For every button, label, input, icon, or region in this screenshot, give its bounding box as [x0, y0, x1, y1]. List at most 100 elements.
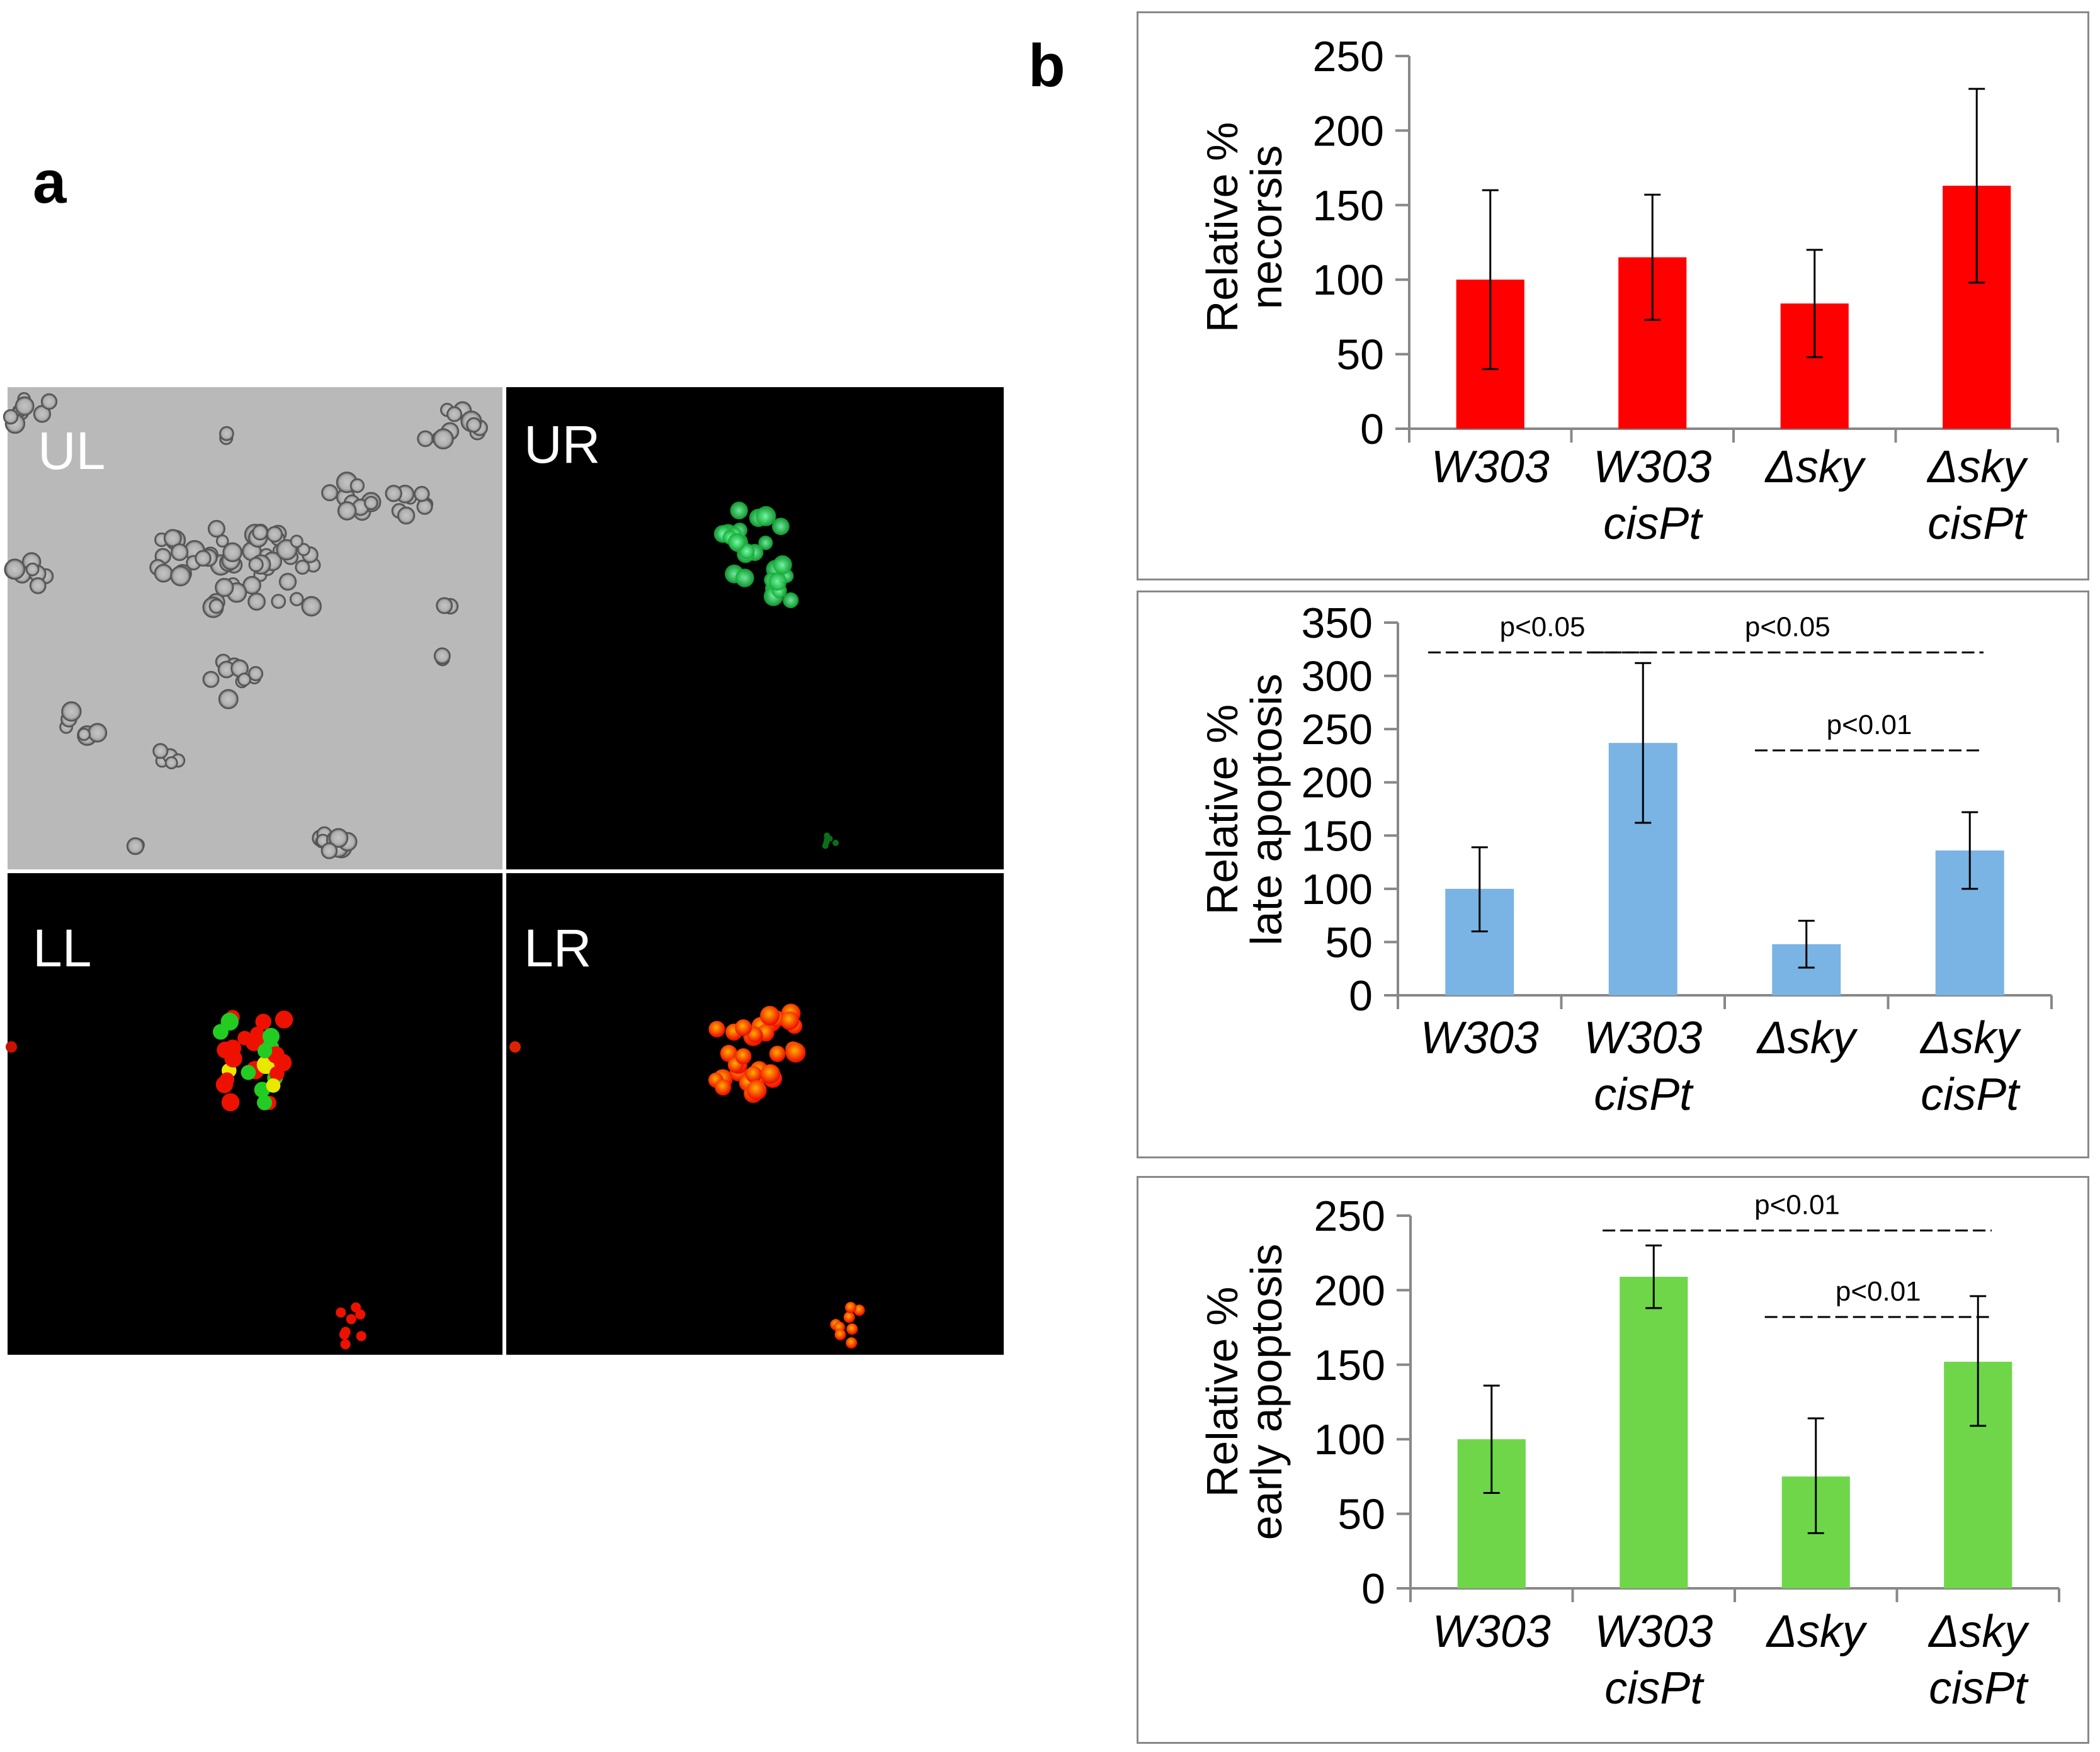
green-cell	[730, 501, 748, 520]
yeast-cell	[171, 543, 189, 562]
yeast-cell	[195, 550, 212, 567]
merged-cell	[274, 1054, 292, 1072]
x-category-label: Δsky	[1926, 442, 2028, 492]
yeast-cell	[349, 478, 365, 494]
yeast-cell	[29, 577, 47, 594]
green-cell	[735, 568, 754, 587]
panel-b-letter: b	[1028, 32, 1065, 99]
yeast-cell	[152, 743, 169, 759]
yeast-cell	[25, 562, 40, 577]
merged-cell	[255, 1014, 271, 1030]
y-tick-label: 100	[1314, 1416, 1385, 1464]
x-category-label: W303	[1433, 1607, 1551, 1657]
yeast-cell	[208, 599, 224, 614]
yeast-cell	[219, 426, 234, 441]
x-category-label: W303	[1594, 1607, 1713, 1657]
green-cell	[783, 592, 799, 609]
yeast-cell	[295, 560, 310, 575]
merged-cell	[340, 1339, 351, 1350]
merged-cell	[241, 1065, 256, 1080]
red-cell	[760, 1005, 780, 1026]
x-category-label: W303	[1421, 1013, 1539, 1063]
y-tick-label: 100	[1313, 256, 1384, 304]
panel-a-letter: a	[33, 149, 67, 216]
merged-cell	[221, 1093, 240, 1112]
quadrant-label-lr: LR	[524, 918, 591, 978]
merged-cell	[224, 1049, 242, 1068]
x-category-label: Δsky	[1764, 442, 1866, 492]
y-tick-label: 350	[1302, 599, 1373, 647]
significance-label: p<0.05	[1745, 611, 1830, 642]
early-apoptosis-chart: Relative % early apoptosis 0 50 100 150 200 2…	[1137, 1176, 2089, 1744]
green-cell	[758, 535, 773, 550]
x-category-label: cisPt	[1594, 1070, 1694, 1120]
yeast-cell	[321, 484, 339, 502]
quadrant-ll: LL	[6, 873, 502, 1355]
yeast-cell	[215, 578, 234, 597]
yeast-cell	[252, 524, 268, 541]
yeast-cell	[222, 542, 242, 563]
yeast-cell	[164, 756, 178, 769]
yeast-cell	[414, 485, 430, 502]
x-category-label: Δsky	[1919, 1013, 2021, 1063]
brightfield-cells	[3, 392, 488, 859]
red-cell	[735, 1019, 752, 1036]
x-category-label: Δsky	[1927, 1607, 2029, 1657]
yeast-cell	[466, 417, 482, 433]
y-tick-label: 300	[1302, 653, 1373, 701]
yeast-cell	[248, 666, 264, 682]
grid-divider-horizontal	[8, 869, 1004, 873]
red-cell	[780, 1011, 799, 1031]
x-category-label: W303	[1431, 442, 1550, 492]
red-cell	[853, 1304, 865, 1316]
merged-cell	[256, 1095, 273, 1111]
red-cell	[843, 1311, 855, 1323]
late-apoptosis-chart: Relative % late apoptosis 0 50 100 150 200 25…	[1137, 591, 2089, 1158]
x-category-label: cisPt	[1604, 1663, 1705, 1714]
quadrant-label-ul: UL	[38, 421, 105, 480]
necrosis-plot: 0 50 100 150 200 250 W303 W303 cisPt Δsky Δsky cisP…	[1313, 33, 2059, 549]
microscopy-grid: UL UR LL LR	[3, 387, 1004, 1355]
red-cell	[846, 1337, 858, 1349]
merged-cell	[275, 1010, 293, 1029]
merged-fluorescent-cells	[6, 1010, 366, 1350]
yeast-cell	[4, 558, 26, 580]
merged-cell	[6, 1041, 17, 1053]
y-tick-label: 0	[1361, 1565, 1385, 1613]
green-cell	[728, 533, 746, 551]
y-tick-label: 50	[1337, 1491, 1385, 1539]
yeast-cell	[126, 837, 145, 856]
significance-label: p<0.05	[1500, 611, 1586, 642]
y-tick-label: 50	[1336, 331, 1384, 379]
yeast-cell	[88, 723, 108, 743]
early-apoptosis-plot: 0 50 100 150 200 250 W303 W303 cisPt Δsky Δsky cisP…	[1314, 1190, 2060, 1714]
necrosis-chart: Relative % necorsis 0 50 100 150 200 250 W303 W…	[1137, 11, 2089, 580]
yeast-cell	[77, 728, 91, 741]
red-fluorescent-cells	[509, 1003, 865, 1349]
green-cell	[772, 517, 790, 536]
yeast-cell	[207, 519, 225, 538]
x-category-label: W303	[1584, 1013, 1702, 1063]
significance-label: p<0.01	[1827, 709, 1912, 740]
yeast-cell	[61, 701, 82, 722]
y-tick-label: 150	[1302, 812, 1373, 860]
quadrant-label-ur: UR	[524, 415, 600, 474]
green-cell	[824, 836, 831, 843]
yeast-cell	[278, 572, 297, 591]
yeast-cell	[433, 428, 454, 449]
x-category-label: Δsky	[1756, 1013, 1858, 1063]
merged-cell	[336, 1307, 346, 1318]
yeast-cell	[297, 543, 310, 557]
yeast-cell	[247, 592, 266, 611]
x-category-label: cisPt	[1927, 499, 2028, 549]
x-category-label: cisPt	[1921, 1070, 2021, 1120]
green-cell	[756, 506, 776, 526]
yeast-cell	[397, 506, 416, 525]
y-tick-label: 150	[1313, 182, 1384, 230]
merged-cell	[237, 1031, 253, 1046]
y-tick-label: 250	[1313, 33, 1384, 81]
red-cell	[845, 1301, 857, 1313]
merged-cell	[346, 1314, 356, 1325]
quadrant-ur: UR	[506, 387, 1004, 869]
bar	[1620, 1277, 1688, 1588]
